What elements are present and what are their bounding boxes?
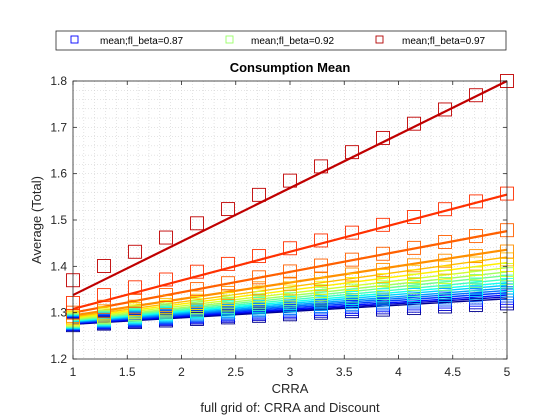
y-tick-label: 1.2 [50,352,67,366]
x-tick-label: 2.5 [227,365,244,379]
x-axis-label: CRRA [272,381,309,396]
legend: mean;fl_beta=0.87 mean;fl_beta=0.92 mean… [56,31,506,50]
x-tick-label: 1 [70,365,77,379]
x-tick-label: 4 [395,365,402,379]
chart-title: Consumption Mean [230,60,351,75]
x-tick-label: 4.5 [444,365,461,379]
y-tick-label: 1.3 [50,306,67,320]
x-tick-label: 3 [287,365,294,379]
x-tick-label: 3.5 [336,365,353,379]
y-tick-label: 1.4 [50,259,67,273]
y-tick-label: 1.7 [50,120,67,134]
y-tick-label: 1.6 [50,167,67,181]
y-tick-label: 1.8 [50,74,67,88]
y-tick-label: 1.5 [50,213,67,227]
x-tick-label: 2 [178,365,185,379]
legend-label-beta-087: mean;fl_beta=0.87 [100,36,184,47]
chart-subtitle: full grid of: CRRA and Discount [200,400,380,415]
legend-label-beta-097: mean;fl_beta=0.97 [402,36,486,47]
x-tick-label: 1.5 [119,365,136,379]
x-tick-label: 5 [504,365,511,379]
legend-label-beta-092: mean;fl_beta=0.92 [251,36,335,47]
y-axis-label: Average (Total) [29,176,44,264]
